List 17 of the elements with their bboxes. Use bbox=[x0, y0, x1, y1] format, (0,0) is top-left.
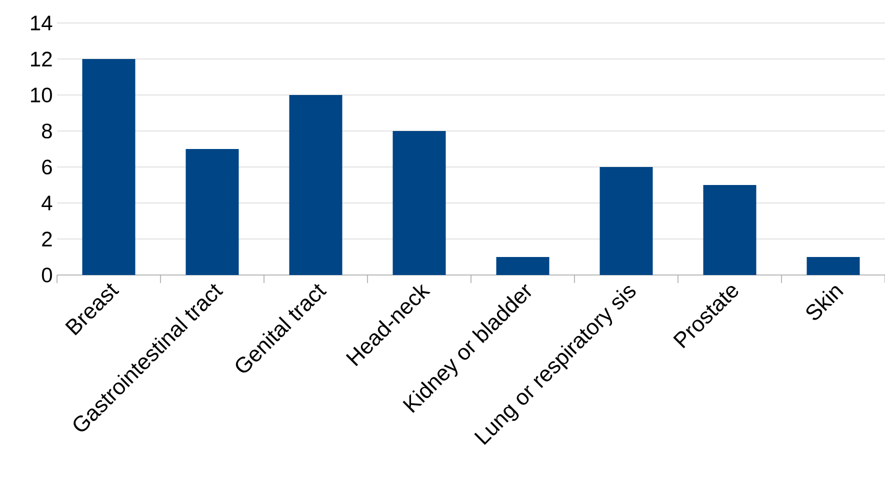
y-tick-label: 2 bbox=[42, 232, 52, 246]
y-tick-label: 0 bbox=[42, 268, 52, 282]
bar bbox=[806, 257, 860, 276]
bar bbox=[496, 257, 550, 276]
y-tick-label: 14 bbox=[31, 16, 52, 30]
bar bbox=[82, 59, 136, 276]
y-tick-label: 8 bbox=[42, 124, 52, 138]
bar bbox=[392, 131, 446, 276]
y-tick-label: 6 bbox=[42, 160, 52, 174]
bar bbox=[289, 95, 342, 276]
y-tick-label: 10 bbox=[31, 88, 52, 102]
y-tick-label: 12 bbox=[31, 52, 52, 66]
bar bbox=[186, 149, 239, 276]
x-tick-label: Skin bbox=[806, 286, 844, 320]
bar bbox=[703, 185, 756, 276]
y-tick-label: 4 bbox=[42, 196, 52, 210]
bar bbox=[600, 167, 653, 276]
